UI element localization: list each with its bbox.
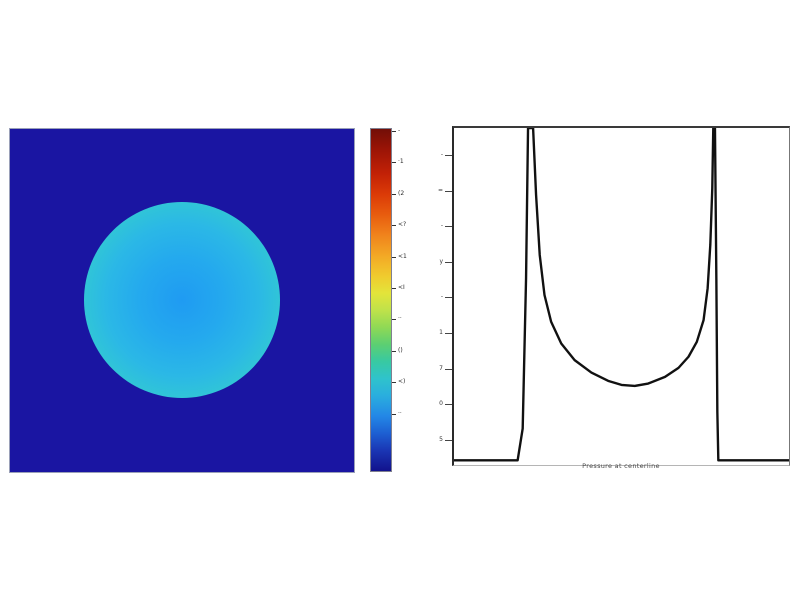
profile-y-tick-label: - bbox=[440, 293, 443, 301]
colorbar-tick-mark bbox=[392, 350, 396, 352]
profile-y-tick-label: 5 bbox=[439, 435, 443, 443]
profile-y-tick-label: = bbox=[437, 186, 443, 194]
colorbar-tick-label: (2 bbox=[398, 189, 405, 197]
profile-y-tick-mark bbox=[445, 226, 452, 228]
pressure-profile-plot bbox=[452, 126, 790, 466]
colorbar-tick-mark bbox=[392, 413, 396, 415]
pressure-profile-curve bbox=[454, 128, 789, 462]
colorbar-tick-mark bbox=[392, 131, 396, 132]
colorbar-tick-mark bbox=[392, 225, 396, 227]
colorbar-tick-label: ·· bbox=[398, 315, 402, 323]
colorbar-tick-mark bbox=[392, 193, 396, 195]
colorbar-tick-mark bbox=[392, 256, 396, 258]
jet-colorbar bbox=[370, 128, 392, 472]
colorbar-tick-mark bbox=[392, 162, 396, 164]
profile-y-tick-label: - bbox=[440, 222, 443, 230]
colorbar-tick-label: () bbox=[398, 346, 403, 354]
profile-y-tick-mark bbox=[445, 439, 452, 441]
profile-y-tick-mark bbox=[445, 297, 452, 299]
colorbar-tick-label: <1 bbox=[398, 252, 407, 260]
profile-y-tick-mark bbox=[445, 190, 452, 192]
colorbar-tick-label: ·1 bbox=[398, 158, 404, 166]
profile-y-tick-label: - bbox=[440, 151, 443, 158]
colorbar-tick-mark bbox=[392, 288, 396, 289]
profile-y-axis-ticks: - = - y - 1 7 0 5 bbox=[436, 126, 452, 466]
profile-y-tick-mark bbox=[445, 155, 452, 156]
profile-x-axis-label: Pressure at centerline bbox=[582, 462, 660, 470]
colorbar-tick-mark bbox=[392, 319, 396, 321]
colorbar-tick-label: - bbox=[398, 127, 401, 134]
profile-y-tick-mark bbox=[445, 368, 452, 370]
profile-y-tick-label: 1 bbox=[439, 329, 443, 336]
profile-y-tick-mark bbox=[445, 404, 452, 406]
colorbar-tick-label: ·· bbox=[398, 409, 402, 417]
profile-y-tick-mark bbox=[445, 333, 452, 334]
colorbar-tick-label: <) bbox=[398, 378, 406, 386]
colorbar-tick-label: <? bbox=[398, 221, 407, 229]
colorbar-tick-labels: - ·1 (2 <? <1 <I ·· () <) ·· bbox=[392, 128, 422, 472]
colorbar-tick-mark bbox=[392, 382, 396, 384]
pressure-field-heatmap bbox=[9, 128, 355, 473]
profile-y-tick-label: 0 bbox=[439, 400, 443, 408]
profile-y-tick-label: 7 bbox=[439, 364, 443, 372]
profile-y-tick-mark bbox=[445, 261, 452, 263]
colorbar-tick-label: <I bbox=[398, 284, 405, 291]
profile-y-tick-label: y bbox=[439, 257, 443, 265]
droplet-interface-circle bbox=[84, 202, 280, 398]
